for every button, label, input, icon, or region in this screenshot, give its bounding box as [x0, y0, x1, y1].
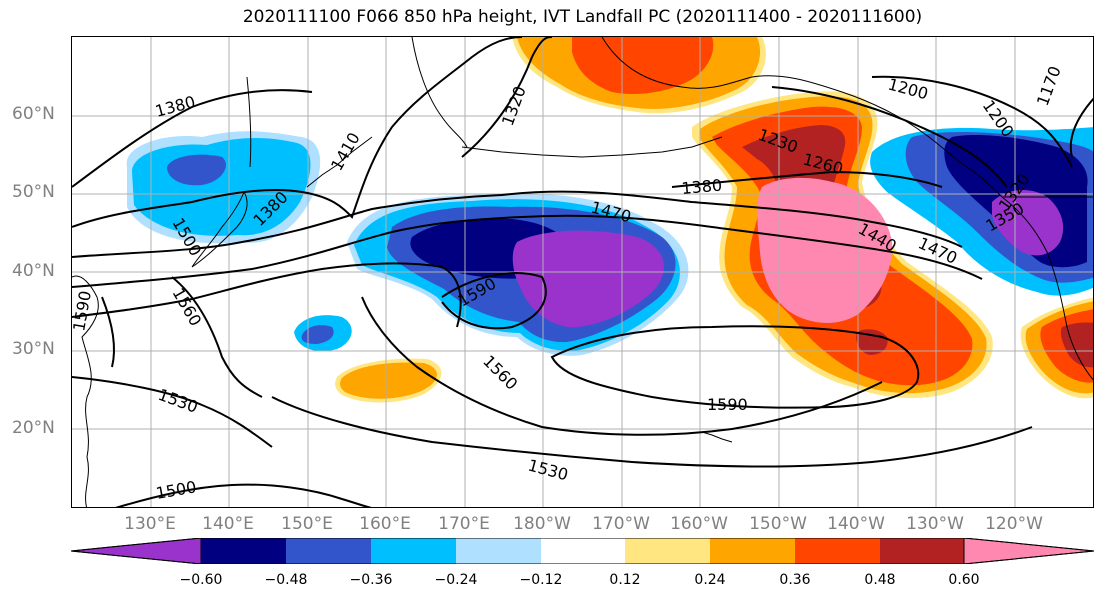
contour-1590a	[101, 296, 115, 368]
map-canvas: 1380 1410 1380 1500 1560 1590 1320 1200 …	[72, 37, 1093, 507]
colorbar-segment	[286, 538, 371, 564]
contour-label: 1590	[707, 395, 748, 414]
contour-1560b	[361, 296, 883, 436]
longitude-label: 150°E	[281, 514, 333, 534]
colorbar-tick-label: 0.24	[694, 572, 726, 588]
contour-label: 1560	[479, 351, 521, 393]
colorbar-tick-label: 0.36	[779, 572, 811, 588]
contour-1590c	[550, 325, 920, 409]
latitude-label: 40°N	[12, 261, 55, 281]
colorbar-tick-label: 0.60	[948, 572, 980, 588]
colorbar-tick-label: −0.60	[179, 572, 223, 588]
positive-anomaly-region	[340, 362, 437, 399]
colorbar-segment	[795, 538, 880, 564]
map-title: 2020111100 F066 850 hPa height, IVT Land…	[242, 7, 923, 27]
latitude-label: 30°N	[12, 339, 55, 359]
contour-label: 1500	[154, 477, 197, 503]
contour-label: 1410	[327, 129, 364, 174]
longitude-label: 120°W	[985, 514, 1043, 534]
coastlines	[72, 37, 1093, 507]
contour-label: 1590	[72, 289, 95, 332]
graticule	[72, 37, 1093, 507]
height-contours	[72, 37, 1093, 507]
negative-anomaly-region	[512, 230, 664, 328]
alaska-coast	[601, 37, 1093, 381]
longitude-label: 160°W	[670, 514, 728, 534]
contour-label: 1320	[498, 84, 530, 129]
asia-coast	[72, 275, 99, 507]
longitude-label: 130°W	[906, 514, 964, 534]
map-panel: 1380 1410 1380 1500 1560 1590 1320 1200 …	[71, 36, 1094, 508]
latitude-label: 50°N	[12, 182, 55, 202]
contour-1560a	[171, 276, 263, 398]
contour-1470	[72, 214, 983, 288]
contour-1530b	[271, 396, 1033, 468]
colorbar-segment	[371, 538, 456, 564]
longitude-label: 160°E	[359, 514, 411, 534]
colorbar-segment	[541, 538, 625, 564]
colorbar-tick-label: −0.12	[519, 572, 563, 588]
colorbar-tick-label: 0.48	[864, 572, 896, 588]
longitude-label: 130°E	[124, 514, 176, 534]
contour-1590b	[441, 272, 547, 330]
contour-1230	[771, 86, 1008, 188]
longitude-label: 140°W	[827, 514, 885, 534]
colorbar-segment	[625, 538, 710, 564]
longitude-label: 180°W	[513, 514, 571, 534]
kuril-islands	[306, 136, 373, 188]
negative-anomaly-region	[167, 154, 226, 186]
longitude-label: 150°W	[749, 514, 807, 534]
colorbar-segment	[456, 538, 541, 564]
kamchatka-coast	[411, 37, 468, 148]
colorbar-tick-label: −0.36	[349, 572, 393, 588]
contour-1410	[72, 37, 523, 228]
contour-1200	[871, 75, 1073, 168]
contour-1530a	[72, 376, 273, 448]
colorbar-tick-label: 0.12	[609, 572, 641, 588]
positive-anomaly-region	[572, 37, 714, 94]
contour-label: 1530	[526, 456, 570, 485]
colorbar	[71, 538, 1094, 564]
contour-label: 1380	[681, 176, 723, 198]
colorbar-segment	[201, 538, 286, 564]
contour-label: 1170	[1033, 64, 1065, 109]
aleutian-islands	[461, 136, 723, 158]
colorbar-extend-min	[71, 538, 202, 564]
contour-1500-south	[115, 483, 372, 507]
contour-1320	[461, 37, 553, 158]
contour-1440	[72, 190, 963, 258]
latitude-label: 60°N	[12, 104, 55, 124]
contour-1170	[1069, 97, 1093, 158]
negative-anomaly-region	[301, 325, 334, 344]
contour-1380a	[72, 89, 313, 188]
negative-anomaly-region	[992, 190, 1064, 256]
ivt-shading	[126, 37, 1093, 403]
colorbar-segment	[880, 538, 964, 564]
longitude-label: 170°E	[438, 514, 490, 534]
longitude-label: 170°W	[592, 514, 650, 534]
longitude-label: 140°E	[202, 514, 254, 534]
contour-1500	[72, 262, 462, 328]
contour-label: 1530	[156, 385, 201, 417]
sakhalin-coast	[246, 76, 252, 168]
contour-1380b	[671, 170, 943, 188]
colorbar-tick-label: −0.48	[264, 572, 308, 588]
hawaii-islands	[701, 431, 733, 443]
colorbar-tick-label: −0.24	[434, 572, 478, 588]
colorbar-segment	[710, 538, 795, 564]
colorbar-extend-max	[963, 538, 1094, 564]
latitude-label: 20°N	[12, 418, 55, 438]
contour-label: 1560	[169, 285, 206, 330]
